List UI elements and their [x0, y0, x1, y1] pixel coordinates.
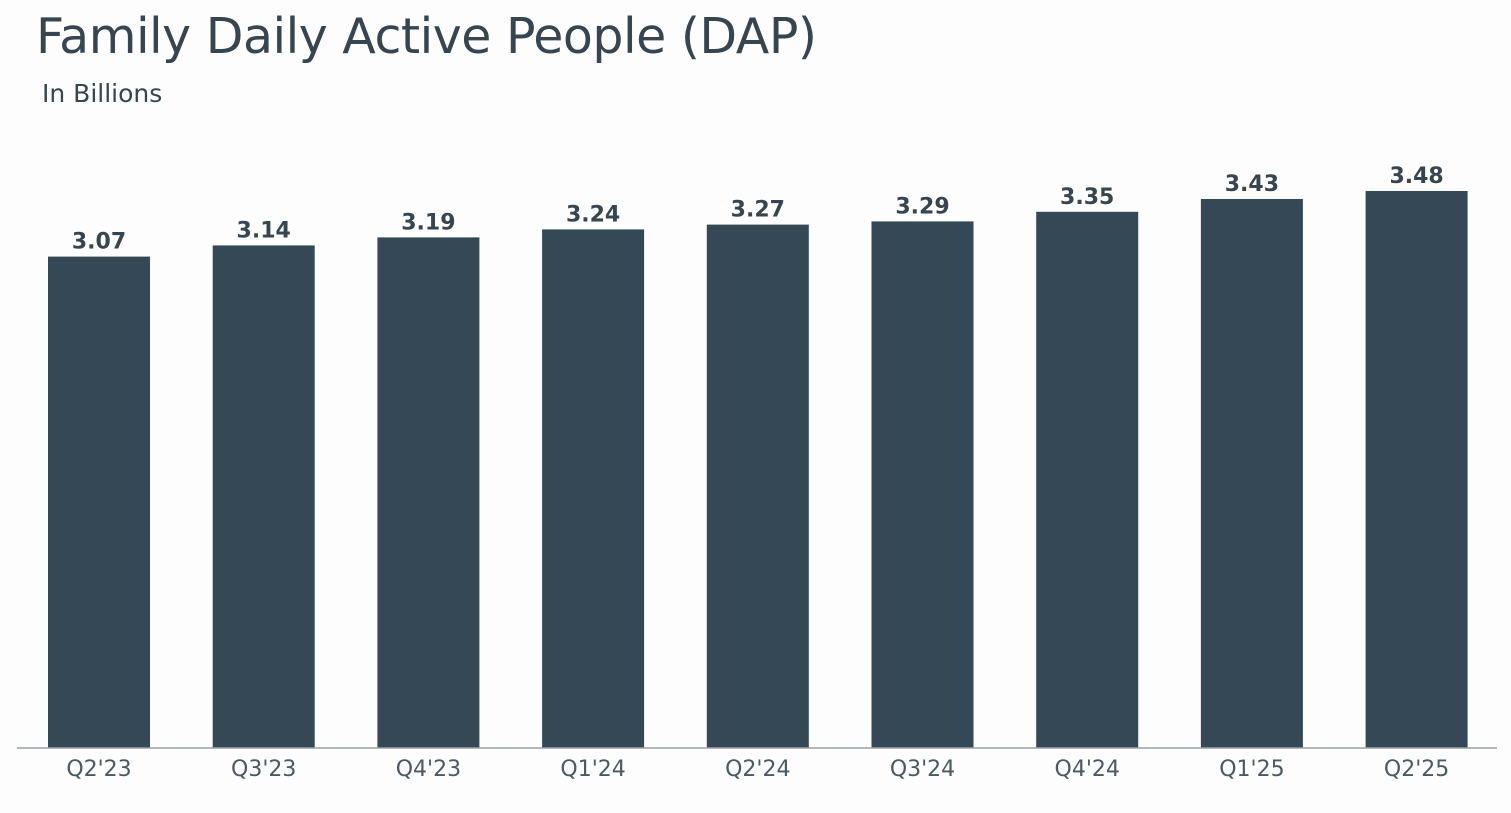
chart-title: Family Daily Active People (DAP): [36, 8, 817, 65]
bar-Q3'24: [871, 221, 974, 748]
bar-Q1'25: [1200, 199, 1303, 748]
bar-Q2'24: [706, 224, 809, 749]
data-label: 3.07: [72, 230, 126, 255]
bar-Q4'24: [1036, 211, 1139, 749]
x-tick-labels-group: Q2'23 Q3'23 Q4'23 Q1'24 Q2'24 Q3'24 Q4'24 Q1'25…: [66, 757, 1449, 782]
bar-Q4'23: [377, 237, 480, 748]
bar-Q1'24: [542, 229, 645, 748]
bars-group: [48, 191, 1468, 749]
data-label: 3.35: [1060, 185, 1114, 210]
x-tick-label: Q4'24: [1055, 757, 1120, 782]
x-tick-label: Q1'25: [1219, 757, 1284, 782]
bar-Q2'25: [1365, 191, 1468, 748]
data-label: 3.48: [1389, 164, 1443, 189]
data-label: 3.19: [401, 210, 455, 235]
x-tick-label: Q1'24: [560, 757, 625, 782]
x-tick-label: Q2'25: [1384, 757, 1449, 782]
x-tick-label: Q3'23: [231, 757, 296, 782]
x-tick-label: Q2'23: [66, 757, 131, 782]
bar-Q2'23: [48, 256, 150, 748]
x-tick-label: Q2'24: [725, 757, 790, 782]
data-label: 3.27: [731, 198, 785, 223]
data-label: 3.29: [895, 194, 949, 219]
data-label: 3.43: [1225, 172, 1279, 197]
x-tick-label: Q4'23: [396, 757, 461, 782]
x-tick-label: Q3'24: [890, 757, 955, 782]
bar-Q3'23: [212, 245, 315, 748]
data-label: 3.14: [237, 218, 291, 243]
chart-subtitle: In Billions: [42, 79, 163, 108]
data-label: 3.24: [566, 202, 620, 227]
data-labels-group: 3.07 3.14 3.19 3.24 3.27 3.29 3.35 3.43 3.48: [72, 164, 1444, 255]
